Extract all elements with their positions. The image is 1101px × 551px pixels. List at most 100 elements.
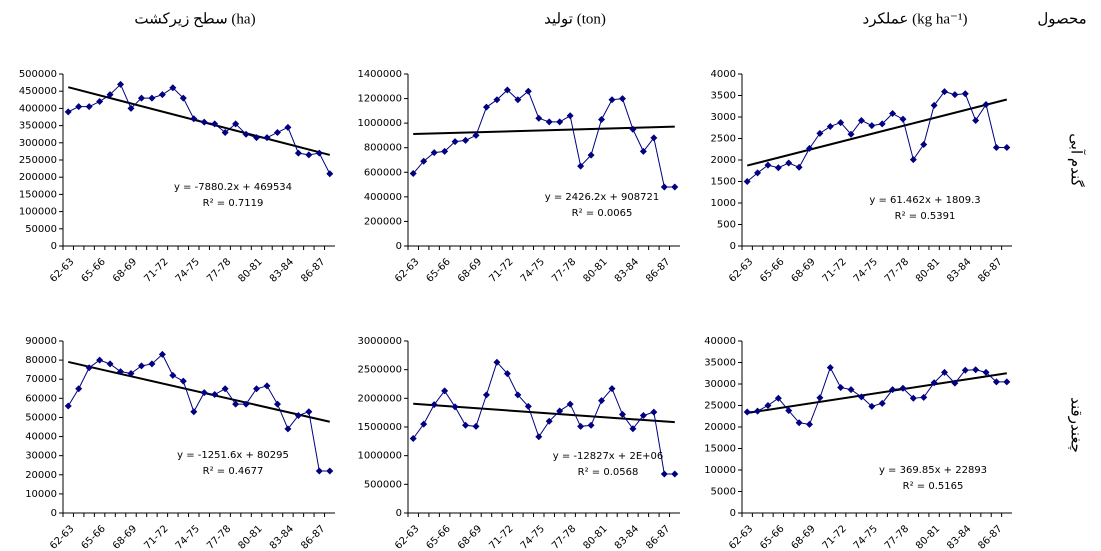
- x-tick-label: 68-69: [456, 256, 484, 284]
- y-tick-label: 60000: [25, 393, 57, 404]
- data-point: [158, 91, 166, 99]
- data-point: [826, 364, 834, 372]
- data-point: [294, 412, 302, 420]
- data-point: [972, 366, 980, 374]
- data-point: [315, 149, 323, 157]
- data-point: [179, 377, 187, 385]
- data-point: [982, 101, 990, 109]
- y-tick-label: 50000: [25, 224, 57, 235]
- trend-equation: y = 2426.2x + 908721: [545, 192, 659, 203]
- data-point: [889, 110, 897, 118]
- data-point: [774, 394, 782, 402]
- y-tick-label: 0: [51, 241, 57, 252]
- x-tick-label: 65-66: [758, 523, 786, 551]
- data-point: [137, 94, 145, 102]
- data-point: [608, 385, 616, 393]
- data-line: [747, 366, 1007, 425]
- r-squared: R² = 0.5165: [903, 481, 964, 492]
- data-point: [660, 183, 668, 191]
- y-tick-label: 200000: [19, 172, 57, 183]
- data-point: [566, 400, 574, 408]
- data-point: [545, 417, 553, 425]
- data-point: [514, 96, 522, 104]
- data-point: [503, 370, 511, 378]
- data-point: [992, 144, 1000, 152]
- data-point: [514, 391, 522, 399]
- data-point: [106, 91, 114, 99]
- data-point: [941, 88, 948, 96]
- data-point: [232, 400, 240, 408]
- y-tick-label: 450000: [19, 86, 57, 97]
- y-tick-label: 400000: [19, 103, 57, 114]
- data-point: [951, 91, 959, 99]
- y-tick-label: 50000: [25, 412, 57, 423]
- y-tick-label: 2500: [711, 134, 736, 145]
- x-tick-label: 77-78: [205, 523, 233, 551]
- y-tick-label: 1500000: [357, 422, 402, 433]
- trendline: [413, 125, 675, 136]
- x-tick-label: 68-69: [456, 523, 484, 551]
- y-tick-label: 25000: [704, 401, 736, 412]
- trend-equation: y = -1251.6x + 80295: [177, 450, 289, 461]
- y-tick-label: 300000: [19, 138, 57, 149]
- x-tick-label: 71-72: [821, 523, 849, 551]
- data-point: [608, 96, 616, 104]
- data-point: [273, 128, 281, 136]
- y-tick-label: 200000: [364, 216, 402, 227]
- data-point: [242, 400, 250, 408]
- data-point: [972, 116, 980, 124]
- trend-equation: y = -7880.2x + 469534: [174, 182, 292, 193]
- data-point: [472, 422, 480, 430]
- y-tick-label: 2500000: [357, 365, 402, 376]
- row-label: چغندرقند: [1068, 397, 1084, 453]
- x-tick-label: 74-75: [852, 523, 880, 551]
- trend-equation: y = -12827x + 2E+06: [553, 451, 664, 462]
- data-point: [639, 412, 647, 420]
- x-tick-label: 62-63: [727, 256, 755, 284]
- data-point: [816, 394, 824, 402]
- data-point: [816, 129, 824, 137]
- data-point: [671, 183, 679, 191]
- x-tick-label: 80-81: [914, 256, 942, 284]
- y-tick-label: 350000: [19, 121, 57, 132]
- data-point: [909, 156, 917, 164]
- data-point: [566, 112, 574, 120]
- x-tick-label: 86-87: [299, 523, 327, 551]
- data-point: [200, 118, 208, 126]
- data-point: [253, 134, 261, 142]
- data-point: [441, 147, 449, 155]
- data-point: [878, 399, 886, 407]
- data-point: [158, 350, 166, 358]
- x-tick-label: 68-69: [789, 523, 817, 551]
- trendline: [746, 98, 1008, 167]
- r-squared: R² = 0.4677: [203, 466, 264, 477]
- y-tick-label: 2000000: [357, 393, 402, 404]
- crop-header: محصول: [1037, 11, 1086, 27]
- y-tick-label: 90000: [25, 336, 57, 347]
- data-point: [64, 108, 72, 116]
- data-point: [221, 128, 229, 136]
- data-point: [837, 383, 845, 391]
- data-point: [587, 151, 595, 159]
- data-point: [315, 467, 323, 475]
- data-point: [992, 378, 1000, 386]
- r-squared: R² = 0.0065: [572, 208, 633, 219]
- x-tick-label: 83-84: [613, 523, 641, 551]
- data-point: [482, 103, 490, 111]
- data-point: [1003, 378, 1011, 386]
- data-point: [493, 358, 501, 366]
- x-tick-label: 77-78: [550, 523, 578, 551]
- data-point: [598, 115, 606, 123]
- x-tick-label: 77-78: [550, 256, 578, 284]
- x-tick-label: 80-81: [236, 523, 264, 551]
- trend-equation: y = 61.462x + 1809.3: [869, 195, 980, 206]
- column-header: سطح زیرکشت (ha): [134, 11, 255, 27]
- data-point: [764, 402, 772, 409]
- data-point: [868, 402, 876, 410]
- data-point: [556, 407, 564, 415]
- r-squared: R² = 0.0568: [578, 467, 639, 478]
- y-tick-label: 150000: [19, 189, 57, 200]
- data-point: [899, 115, 907, 123]
- data-point: [472, 131, 480, 139]
- data-point: [671, 470, 679, 478]
